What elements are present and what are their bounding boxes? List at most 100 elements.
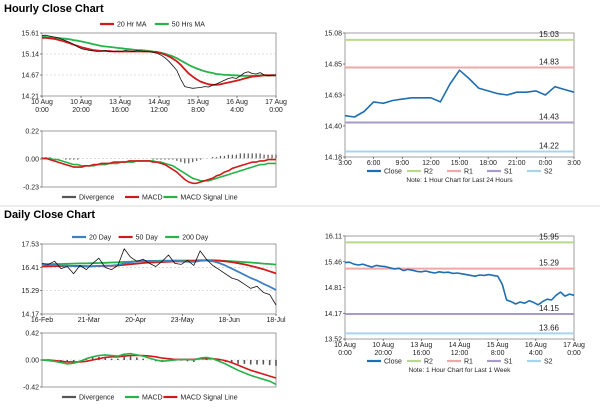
legend-label: 50 Day bbox=[136, 235, 159, 242]
x-tick-label: 10 Aug 0:00 bbox=[31, 99, 53, 114]
legend-label: 20 Day bbox=[89, 235, 112, 242]
x-tick-label: 16-Feb bbox=[31, 317, 53, 324]
x-tick-label: 21:00 bbox=[508, 160, 526, 167]
y-tick-label: 15.61 bbox=[21, 31, 39, 38]
legend-label: MACD bbox=[142, 395, 163, 402]
y-tick-label: 16.11 bbox=[325, 234, 342, 241]
x-tick-label: 21-Mar bbox=[78, 317, 101, 324]
x-tick-label: 10 Aug 20:00 bbox=[372, 342, 394, 357]
y-tick-label: 14.17 bbox=[21, 312, 39, 319]
y-tick-label: 14.67 bbox=[21, 73, 39, 80]
y-tick-label: 0.00 bbox=[25, 157, 39, 164]
y-tick-label: 0.22 bbox=[25, 129, 39, 136]
series-close-line bbox=[344, 261, 575, 306]
series-close-line bbox=[41, 248, 277, 306]
hourly-price-frame bbox=[41, 32, 277, 97]
series-signal-line bbox=[42, 354, 277, 379]
y-tick-label: -0.23 bbox=[23, 185, 39, 192]
y-tick-label: 17.53 bbox=[21, 242, 39, 249]
x-tick-label: 15 Aug 8:00 bbox=[487, 342, 509, 357]
legend-label: R1 bbox=[464, 169, 473, 176]
legend-label: Divergence bbox=[79, 195, 115, 202]
y-tick-label: 14.85 bbox=[324, 62, 342, 69]
legend-label: S2 bbox=[544, 359, 553, 366]
pivot-note: Note: 1 Hour Chart for Last 24 Hours bbox=[406, 177, 513, 184]
series-macd-line bbox=[41, 352, 277, 386]
y-tick-label: 0.42 bbox=[25, 331, 39, 338]
hourly-title: Hourly Close Chart bbox=[4, 3, 104, 15]
x-tick-label: 14 Aug 12:00 bbox=[148, 99, 170, 114]
legend-label: Close bbox=[384, 169, 402, 176]
series-20day-line bbox=[41, 259, 277, 291]
x-tick-label: 16 Aug 4:00 bbox=[525, 342, 547, 357]
y-tick-label: 15.14 bbox=[21, 52, 39, 59]
y-tick-label: 15.29 bbox=[21, 288, 39, 295]
legend-label: S1 bbox=[504, 169, 513, 176]
series-macd-line bbox=[42, 157, 276, 185]
series-50hr-ma-line bbox=[42, 36, 276, 77]
x-tick-label: 15 Aug 8:00 bbox=[187, 99, 209, 114]
hourly-pivot-frame bbox=[344, 32, 575, 158]
series-signal-line bbox=[42, 157, 276, 182]
y-tick-label: 15.08 bbox=[324, 31, 342, 38]
pivot-level-label: 13.66 bbox=[539, 323, 560, 332]
y-tick-label: 14.17 bbox=[324, 311, 342, 318]
pivot-level-label: 15.95 bbox=[539, 232, 560, 241]
daily-price-frame bbox=[41, 243, 277, 315]
y-tick-label: 14.81 bbox=[324, 285, 342, 292]
pivot-level-label: 14.22 bbox=[539, 141, 560, 150]
x-tick-label: 15:00 bbox=[451, 160, 469, 167]
pivot-level-label: 15.29 bbox=[539, 259, 560, 268]
y-tick-label: 15.46 bbox=[324, 259, 342, 266]
x-tick-label: 0:00 bbox=[539, 160, 553, 167]
x-tick-label: 13 Aug 16:00 bbox=[109, 99, 131, 114]
legend-label: Close bbox=[384, 359, 402, 366]
legend-label: 20 Hr MA bbox=[117, 22, 147, 29]
legend-label: S2 bbox=[544, 169, 553, 176]
x-tick-label: 23-May bbox=[171, 317, 195, 324]
x-tick-label: 18:00 bbox=[479, 160, 497, 167]
x-tick-label: 12:00 bbox=[422, 160, 440, 167]
x-tick-label: 17 Aug 0:00 bbox=[563, 342, 585, 357]
y-tick-label: 14.40 bbox=[324, 124, 342, 131]
legend-label: MACD Signal Line bbox=[180, 395, 237, 402]
x-tick-label: 14 Aug 12:00 bbox=[449, 342, 471, 357]
legend-label: R2 bbox=[424, 169, 433, 176]
legend-label: 200 Day bbox=[182, 235, 209, 242]
series-close-line bbox=[344, 69, 575, 118]
y-tick-label: 16.41 bbox=[21, 265, 39, 272]
legend-label: 50 Hrs MA bbox=[172, 22, 205, 29]
x-tick-label: 9:00 bbox=[395, 160, 409, 167]
pivot-level-label: 14.43 bbox=[539, 113, 560, 122]
daily-title: Daily Close Chart bbox=[4, 209, 95, 221]
y-tick-label: 14.21 bbox=[21, 94, 39, 101]
x-tick-label: 13 Aug 16:00 bbox=[410, 342, 432, 357]
legend-label: MACD bbox=[142, 195, 163, 202]
legend-label: R1 bbox=[464, 359, 473, 366]
pivot-level-label: 15.03 bbox=[539, 30, 560, 39]
pivot-level-label: 14.15 bbox=[539, 304, 560, 313]
pivot-note: Note: 1 Hour Chart for Last 1 Week bbox=[409, 367, 512, 374]
y-tick-label: 14.18 bbox=[324, 155, 342, 162]
x-tick-label: 17 Aug 0:00 bbox=[265, 99, 287, 114]
x-tick-label: 6:00 bbox=[367, 160, 381, 167]
x-tick-label: 10 Aug 0:00 bbox=[334, 342, 356, 357]
legend-label: Divergence bbox=[79, 395, 115, 402]
y-tick-label: -0.42 bbox=[23, 385, 39, 392]
y-tick-label: 13.52 bbox=[324, 337, 342, 344]
x-tick-label: 10 Aug 20:00 bbox=[70, 99, 92, 114]
x-tick-label: 16 Aug 4:00 bbox=[226, 99, 248, 114]
legend-label: S1 bbox=[504, 359, 513, 366]
y-tick-label: 0.00 bbox=[25, 358, 39, 365]
y-tick-label: 14.63 bbox=[324, 93, 342, 100]
legend-label: R2 bbox=[424, 359, 433, 366]
x-tick-label: 18-Jul bbox=[266, 317, 286, 324]
series-close-line bbox=[41, 34, 277, 89]
series-20hr-ma-line bbox=[42, 37, 276, 86]
pivot-level-label: 14.83 bbox=[539, 57, 560, 66]
legend-label: MACD Signal Line bbox=[180, 195, 237, 202]
x-tick-label: 3:00 bbox=[338, 160, 352, 167]
x-tick-label: 3:00 bbox=[567, 160, 581, 167]
